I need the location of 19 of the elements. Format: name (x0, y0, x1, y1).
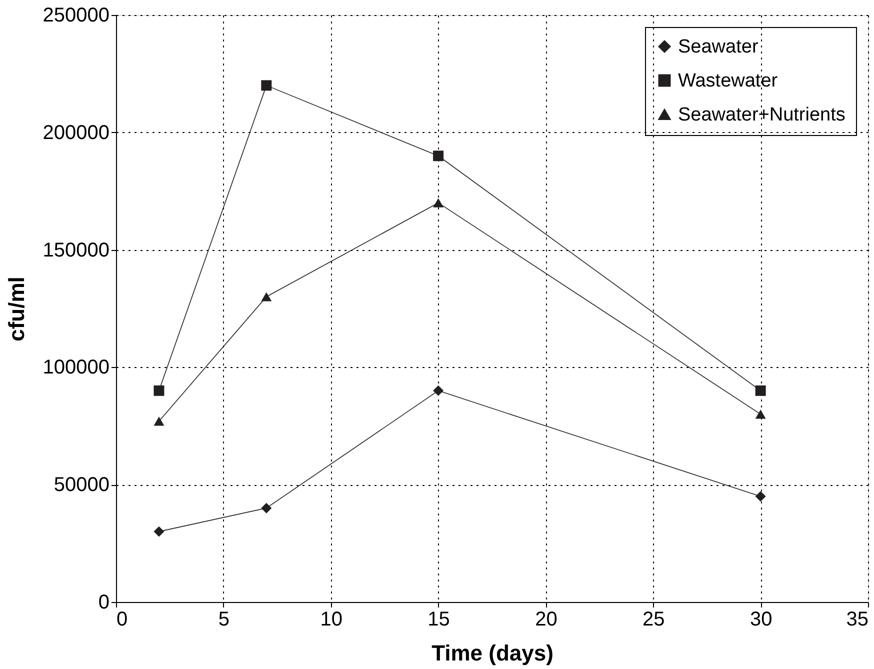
x-tick-label: 0 (116, 608, 128, 630)
x-tick-label: 20 (535, 608, 558, 630)
x-tick-label: 35 (846, 608, 868, 630)
legend-label: Wastewater (678, 70, 778, 92)
x-tick-label: 15 (428, 608, 450, 630)
y-tick-label: 100000 (42, 356, 110, 379)
x-axis-title: Time (days) (432, 640, 554, 666)
y-tick-label: 250000 (42, 4, 110, 26)
legend-label: Seawater+Nutrients (678, 104, 846, 126)
y-axis-title: cfu/ml (4, 276, 29, 342)
y-tick-label: 50000 (54, 474, 110, 496)
legend-label: Seawater (678, 36, 759, 58)
y-tick-label: 0 (98, 592, 110, 614)
x-tick-label: 10 (320, 608, 342, 630)
x-tick-label: 25 (642, 608, 665, 630)
x-tick-label: 30 (750, 608, 772, 630)
y-tick-label: 200000 (42, 122, 110, 144)
y-tick-label: 150000 (42, 239, 110, 262)
x-tick-label: 5 (218, 608, 230, 630)
